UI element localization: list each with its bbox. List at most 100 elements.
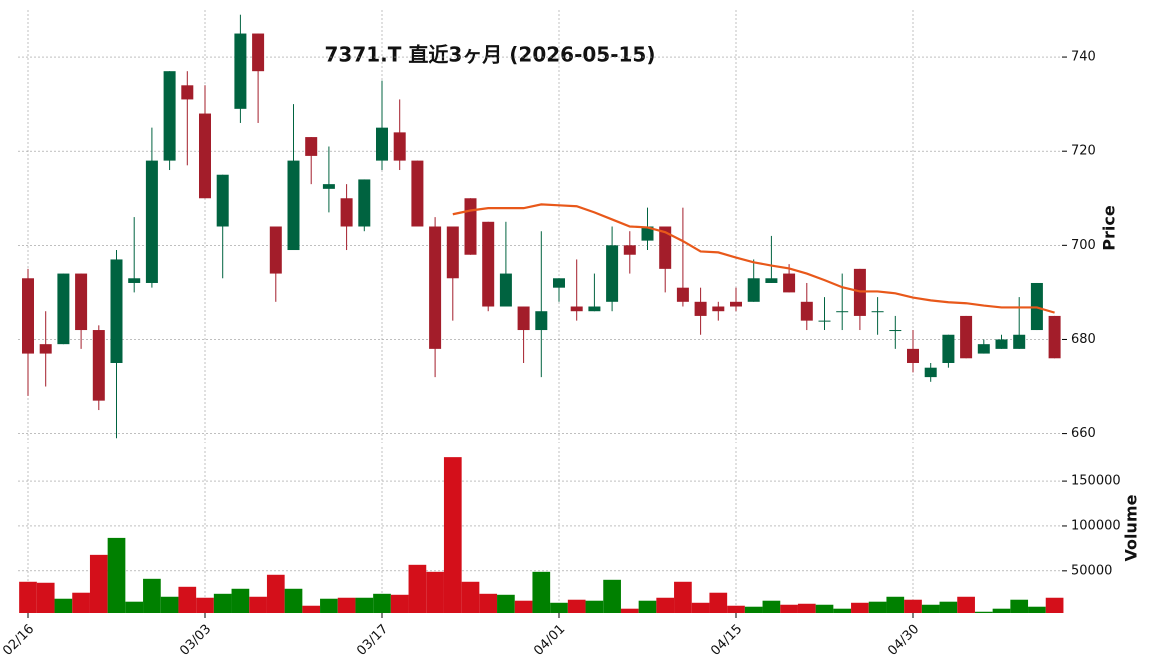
x-tick-label: 03/17 [354,622,391,659]
candle-body [535,311,548,331]
volume-bar [957,596,975,613]
candle-body [553,278,565,288]
y-axis-label: Price [1100,205,1119,251]
candle-body [694,301,707,316]
candle-body [393,132,406,161]
moving-average-line [452,203,1055,314]
candle-body [942,334,955,363]
volume-bar [868,601,887,613]
volume-bar [302,605,321,613]
volume-bar [532,571,551,613]
candle-body [199,113,211,199]
volume-bar [19,581,37,613]
x-tick-label: 04/01 [531,622,568,659]
candle-body [464,198,477,255]
volume-bar [886,596,905,613]
volume-bar [514,600,533,613]
volume-bar [992,608,1011,613]
candle-body [482,221,495,307]
candle-body [659,226,672,269]
candle-body [889,330,902,332]
volume-bar [107,537,126,613]
candle-body [871,311,884,313]
y-tick-label: 700 [1071,238,1096,253]
volume-bar [320,598,338,613]
y-tick-label: 100000 [1071,518,1121,533]
candle-body [92,330,105,401]
volume-bar [443,457,462,613]
volume-bar [603,579,621,613]
volume-bar [797,603,816,613]
volume-bar [780,604,798,613]
y-tick-label: 680 [1071,332,1096,347]
candle-body [995,339,1008,349]
volume-bar [762,600,781,613]
volume-bar [408,564,427,613]
candle-body [499,273,512,307]
candle-body [163,71,176,161]
volume-bar [744,606,763,613]
candle-body [800,301,813,321]
volume-bar [833,608,852,613]
y-tick-label: 720 [1071,144,1096,159]
candle-body [712,306,725,312]
candle-body [39,344,52,354]
volume-bar [213,593,232,613]
volume-bar [815,604,834,613]
candle-body [411,160,424,227]
volume-bar [638,600,657,613]
y-tick-label: 660 [1071,426,1096,441]
candle-body [340,198,353,227]
candle-body [570,306,583,312]
volume-bar [355,597,374,613]
volume-bar [656,597,675,613]
volume-bar [1045,597,1064,613]
x-tick-label: 04/15 [708,622,745,659]
candle-body [783,273,796,293]
candle-body [730,301,742,307]
candle-body [429,226,442,349]
candle-body [818,320,831,322]
candle-body [376,127,388,161]
candle-body [287,160,300,251]
volume-bar [36,582,55,613]
volume-bar [284,588,303,613]
candle-body [1048,315,1061,359]
chart-title: 7371.T 直近3ヶ月 (2026-05-15) [325,43,656,67]
volume-bar [125,601,144,613]
y-tick-label: 150000 [1071,474,1121,489]
volume-bar [550,602,568,613]
volume-bar [939,601,958,613]
candle-body [1013,334,1026,349]
candle-body [305,137,318,156]
volume-bar [709,592,728,613]
volume-bar [89,554,108,613]
volume-bar [585,600,604,613]
x-tick-label: 02/16 [0,622,37,659]
volume-bar [461,581,480,613]
candle-body [22,278,34,354]
volume-bar [974,611,993,613]
y-tick-label: 50000 [1071,563,1112,578]
x-tick-label: 03/03 [177,622,214,659]
volume-bar [373,593,391,613]
candle-body [747,278,760,302]
candle-body [216,174,229,227]
candle-body [765,278,778,283]
volume-bar [196,597,214,613]
candle-body [446,226,459,279]
volume-bar [727,605,745,613]
volume-bar [674,581,692,613]
volume-bar [904,599,922,613]
volume-bar [567,599,586,613]
x-tick-label: 04/30 [885,622,922,659]
candle-body [960,315,973,359]
candle-body [641,226,654,241]
candle-body [110,259,123,363]
candle-body [57,273,70,345]
candle-body [623,245,636,255]
candle-body [676,287,689,302]
y-tick-label: 740 [1071,50,1096,65]
volume-bar [620,608,639,613]
